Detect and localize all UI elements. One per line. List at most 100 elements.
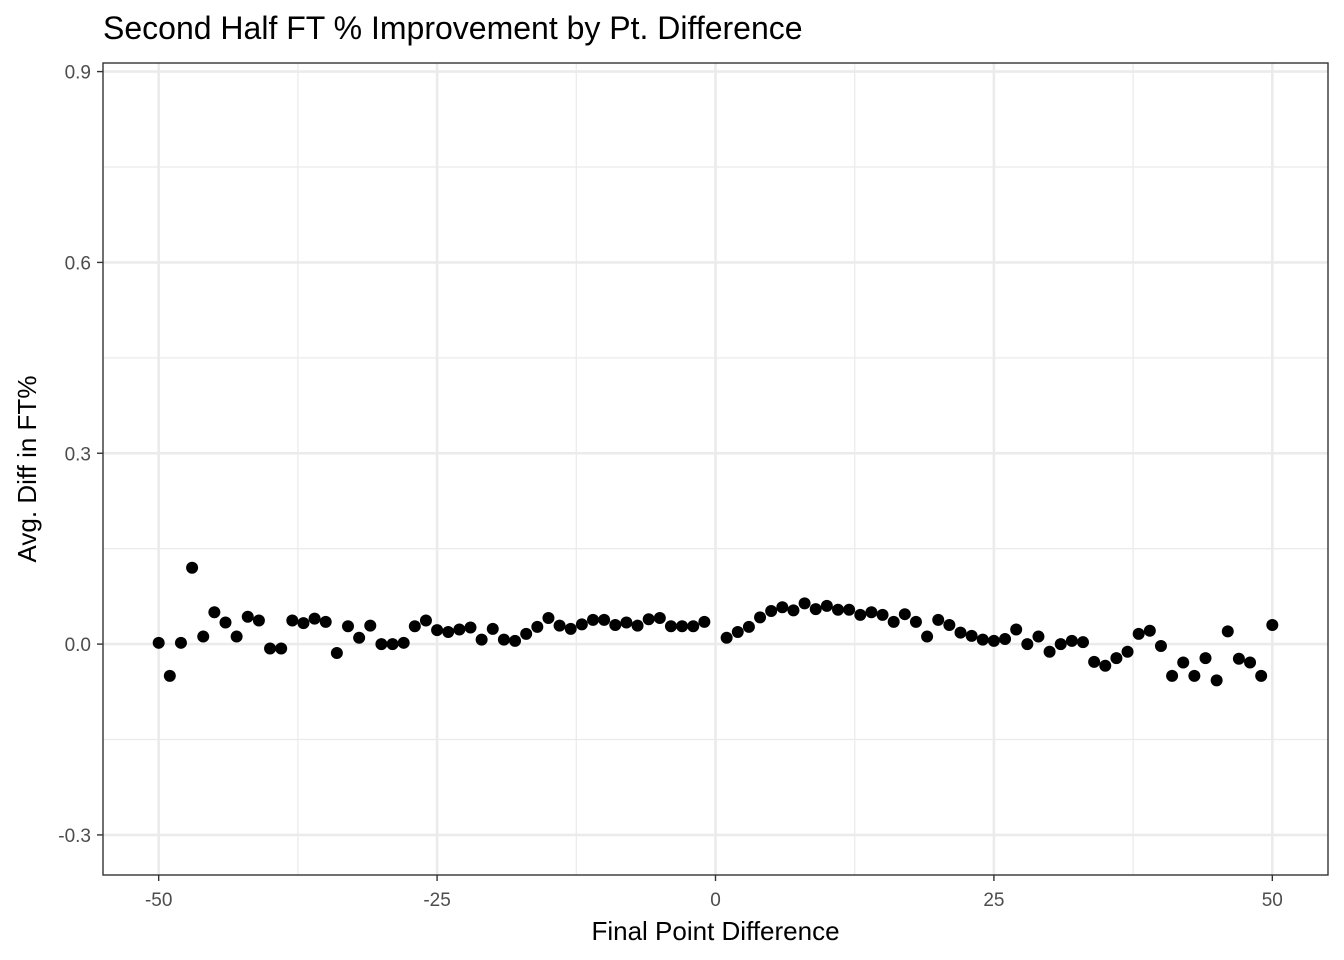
data-point — [1188, 669, 1201, 682]
data-point — [999, 633, 1012, 646]
data-point — [342, 620, 354, 633]
data-point — [776, 601, 789, 614]
data-point — [431, 624, 444, 637]
x-tick-label: 25 — [983, 890, 1004, 911]
data-point — [419, 614, 432, 627]
data-point — [798, 597, 811, 610]
data-point — [509, 634, 522, 647]
data-point — [553, 619, 566, 632]
x-tick-label: 0 — [710, 890, 721, 911]
data-point — [587, 613, 599, 626]
data-point — [353, 631, 366, 644]
data-point — [1210, 674, 1223, 687]
data-point — [397, 636, 410, 649]
data-point — [820, 599, 833, 612]
data-point — [241, 610, 254, 623]
data-point — [843, 603, 856, 616]
data-point — [832, 603, 844, 616]
data-point — [208, 606, 221, 619]
data-point — [1032, 630, 1045, 643]
data-point — [1054, 638, 1067, 651]
data-point — [943, 619, 956, 632]
data-point — [765, 605, 778, 618]
data-point — [731, 626, 744, 639]
data-point — [1232, 652, 1245, 665]
data-point — [542, 612, 555, 625]
data-point — [909, 615, 922, 628]
data-point — [598, 613, 611, 626]
data-point — [887, 615, 900, 628]
data-points — [152, 561, 1279, 687]
data-point — [319, 615, 332, 628]
chart-title: Second Half FT % Improvement by Pt. Diff… — [103, 10, 803, 46]
data-point — [264, 642, 277, 655]
data-point — [932, 613, 945, 626]
data-point — [174, 636, 187, 649]
data-point — [497, 633, 510, 646]
data-point — [1121, 645, 1134, 658]
data-point — [664, 620, 677, 633]
data-point — [742, 620, 755, 633]
data-point — [1221, 625, 1234, 638]
data-point — [1177, 656, 1190, 669]
data-point — [1255, 669, 1268, 682]
data-point — [1077, 636, 1089, 649]
data-point — [297, 617, 310, 630]
data-point — [152, 636, 165, 649]
data-point — [408, 620, 421, 633]
data-point — [653, 612, 666, 625]
x-tick-label: -25 — [423, 890, 450, 911]
data-point — [575, 618, 588, 631]
y-tick-label: 0.9 — [65, 63, 91, 84]
data-point — [620, 616, 633, 629]
data-point — [676, 620, 689, 633]
data-point — [1010, 623, 1023, 636]
data-point — [453, 623, 466, 636]
data-point — [1088, 655, 1101, 668]
data-point — [642, 613, 655, 626]
y-axis-title: Avg. Diff in FT% — [12, 376, 42, 563]
major-grid — [103, 63, 1328, 875]
data-point — [787, 604, 800, 617]
data-point — [230, 630, 243, 643]
data-point — [1021, 638, 1034, 651]
y-axis: -0.3 0.0 0.3 0.6 0.9 — [58, 63, 103, 847]
data-point — [854, 608, 867, 621]
data-point — [1043, 645, 1056, 658]
y-tick-label: 0.3 — [65, 444, 91, 465]
data-point — [754, 611, 767, 624]
data-point — [1266, 619, 1279, 632]
data-point — [898, 608, 911, 621]
plot-panel — [102, 62, 1329, 876]
data-point — [442, 626, 455, 639]
data-point — [965, 629, 978, 642]
data-point — [987, 634, 1000, 647]
data-point — [1166, 669, 1179, 682]
data-point — [1154, 639, 1167, 652]
data-point — [275, 642, 288, 655]
x-tick-label: 50 — [1262, 890, 1283, 911]
data-point — [609, 619, 622, 632]
data-point — [720, 631, 733, 644]
data-point — [475, 633, 488, 646]
data-point — [464, 621, 477, 634]
data-point — [163, 669, 176, 682]
data-point — [976, 633, 989, 646]
data-point — [520, 627, 533, 640]
data-point — [1110, 652, 1123, 665]
data-point — [219, 616, 232, 629]
data-point — [809, 603, 822, 616]
data-point — [954, 626, 967, 639]
data-point — [364, 619, 377, 632]
data-point — [876, 608, 889, 621]
y-tick-label: 0.6 — [65, 253, 91, 274]
x-axis: -50 -25 0 25 50 — [145, 875, 1283, 911]
y-tick-label: 0.0 — [65, 635, 91, 656]
data-point — [1132, 627, 1145, 640]
data-point — [1099, 659, 1112, 672]
x-axis-title: Final Point Difference — [591, 916, 839, 946]
data-point — [1244, 656, 1257, 669]
data-point — [252, 614, 265, 627]
data-point — [1065, 634, 1078, 647]
